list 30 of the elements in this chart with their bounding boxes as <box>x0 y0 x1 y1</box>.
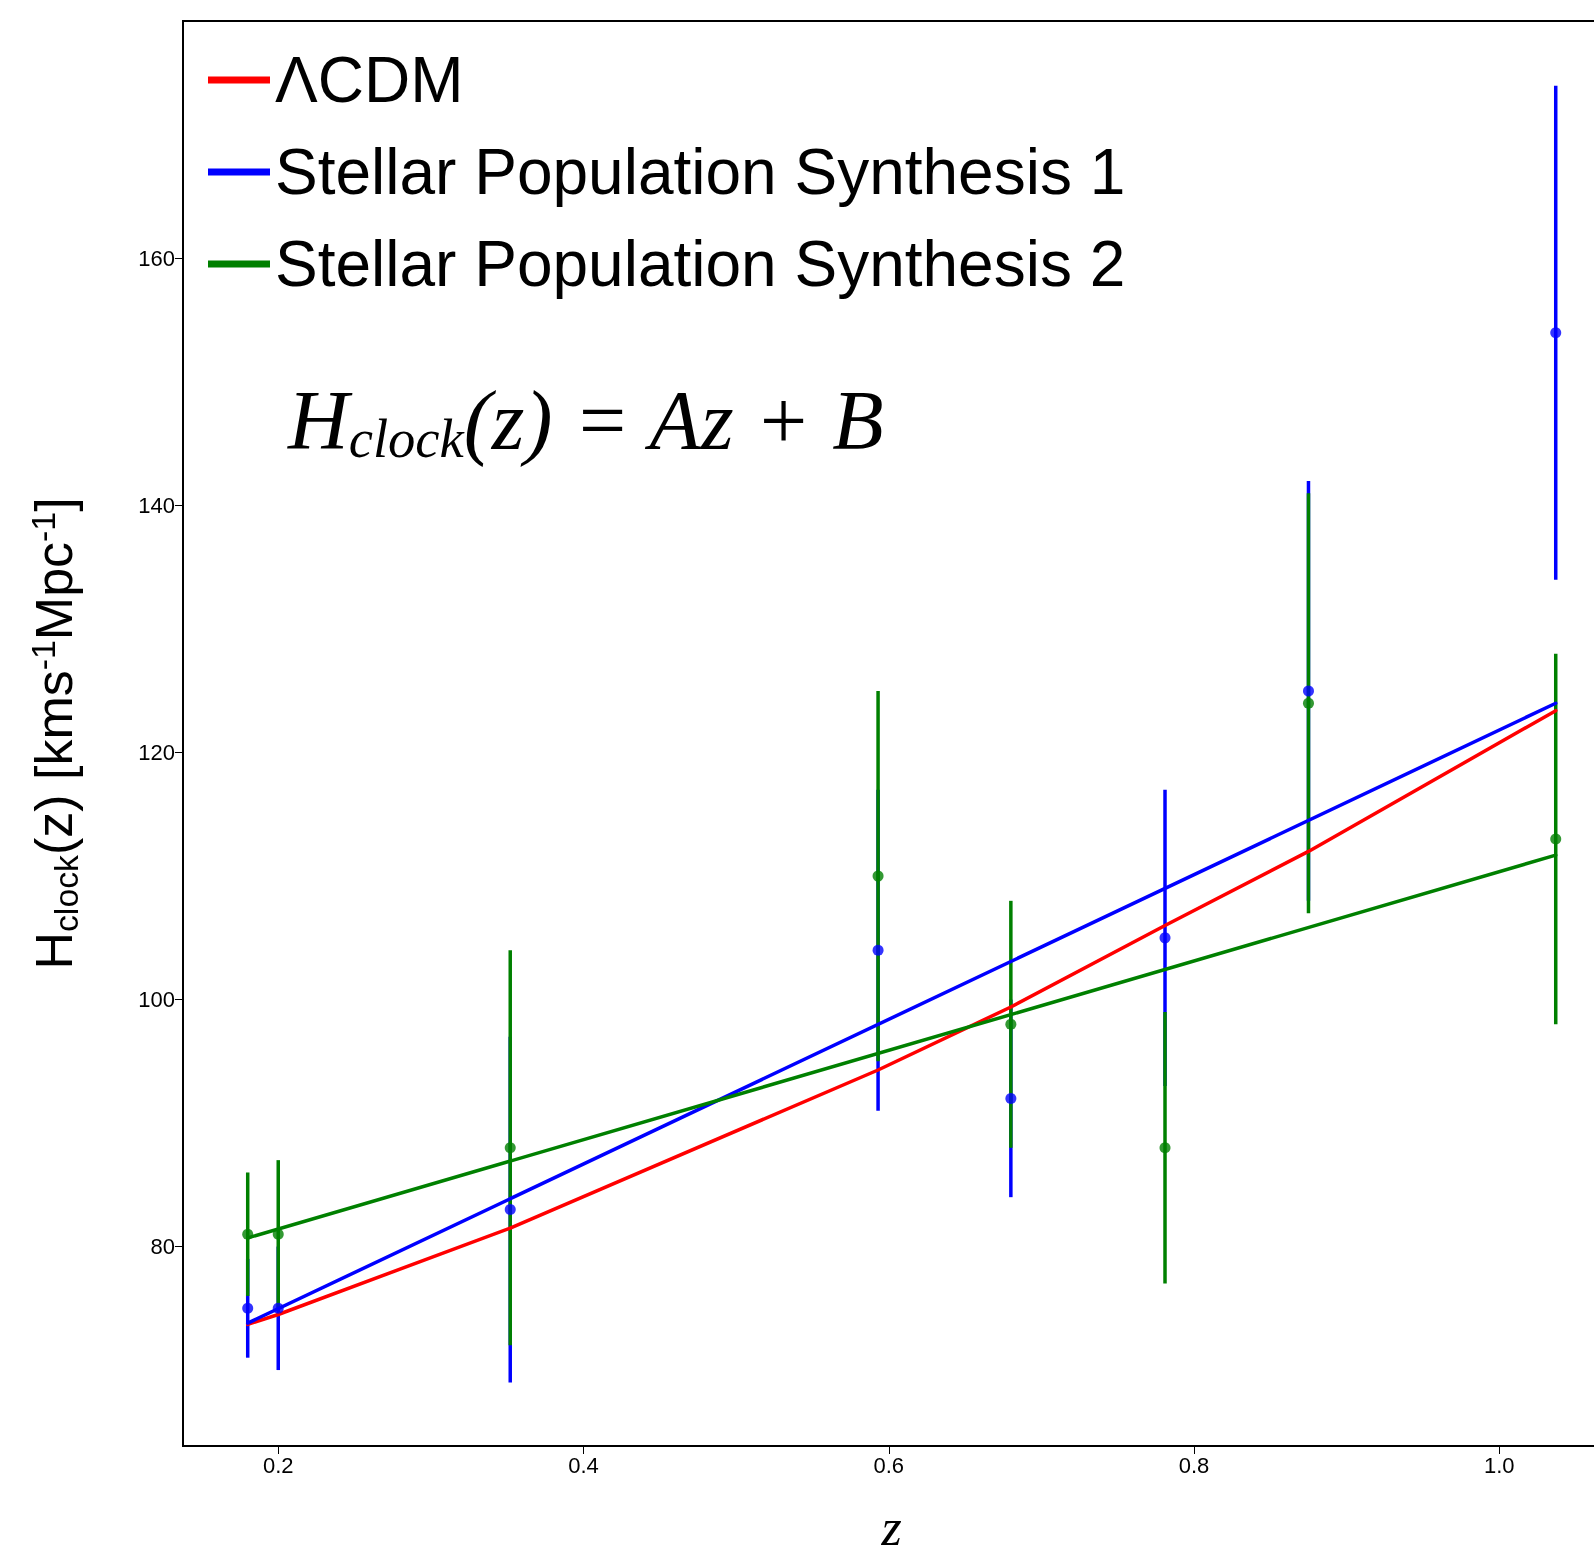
x-tick-label: 0.8 <box>1178 1452 1210 1478</box>
y-tick-label: 120 <box>138 740 175 766</box>
point <box>872 944 884 956</box>
point <box>242 1302 254 1314</box>
legend-label: ΛCDM <box>275 44 464 116</box>
y-tick-label: 80 <box>150 1234 175 1260</box>
y-axis-title: Hclock(z) [kms-1Mpc-1] <box>23 497 85 970</box>
legend-label: Stellar Population Synthesis 2 <box>275 228 1126 300</box>
x-tick-label: 0.2 <box>262 1452 294 1478</box>
point <box>1159 932 1171 944</box>
point <box>1302 697 1314 709</box>
x-tick-label: 0.4 <box>568 1452 599 1478</box>
point <box>1005 1092 1017 1104</box>
point <box>1005 1018 1017 1030</box>
x-tick-label: 0.6 <box>873 1452 905 1478</box>
point <box>242 1228 254 1240</box>
x-axis-title: z <box>880 1498 902 1550</box>
point <box>1302 685 1314 697</box>
y-tick-label: 100 <box>138 987 175 1013</box>
y-tick-label: 160 <box>138 246 175 272</box>
point <box>872 870 884 882</box>
point <box>504 1142 516 1154</box>
point <box>1550 833 1562 845</box>
legend-label: Stellar Population Synthesis 1 <box>275 136 1126 208</box>
x-tick-label: 1.0 <box>1483 1452 1515 1478</box>
point <box>1159 1142 1171 1154</box>
y-tick-label: 140 <box>138 493 175 519</box>
point <box>1550 327 1562 339</box>
point <box>504 1204 516 1216</box>
point <box>272 1302 284 1314</box>
